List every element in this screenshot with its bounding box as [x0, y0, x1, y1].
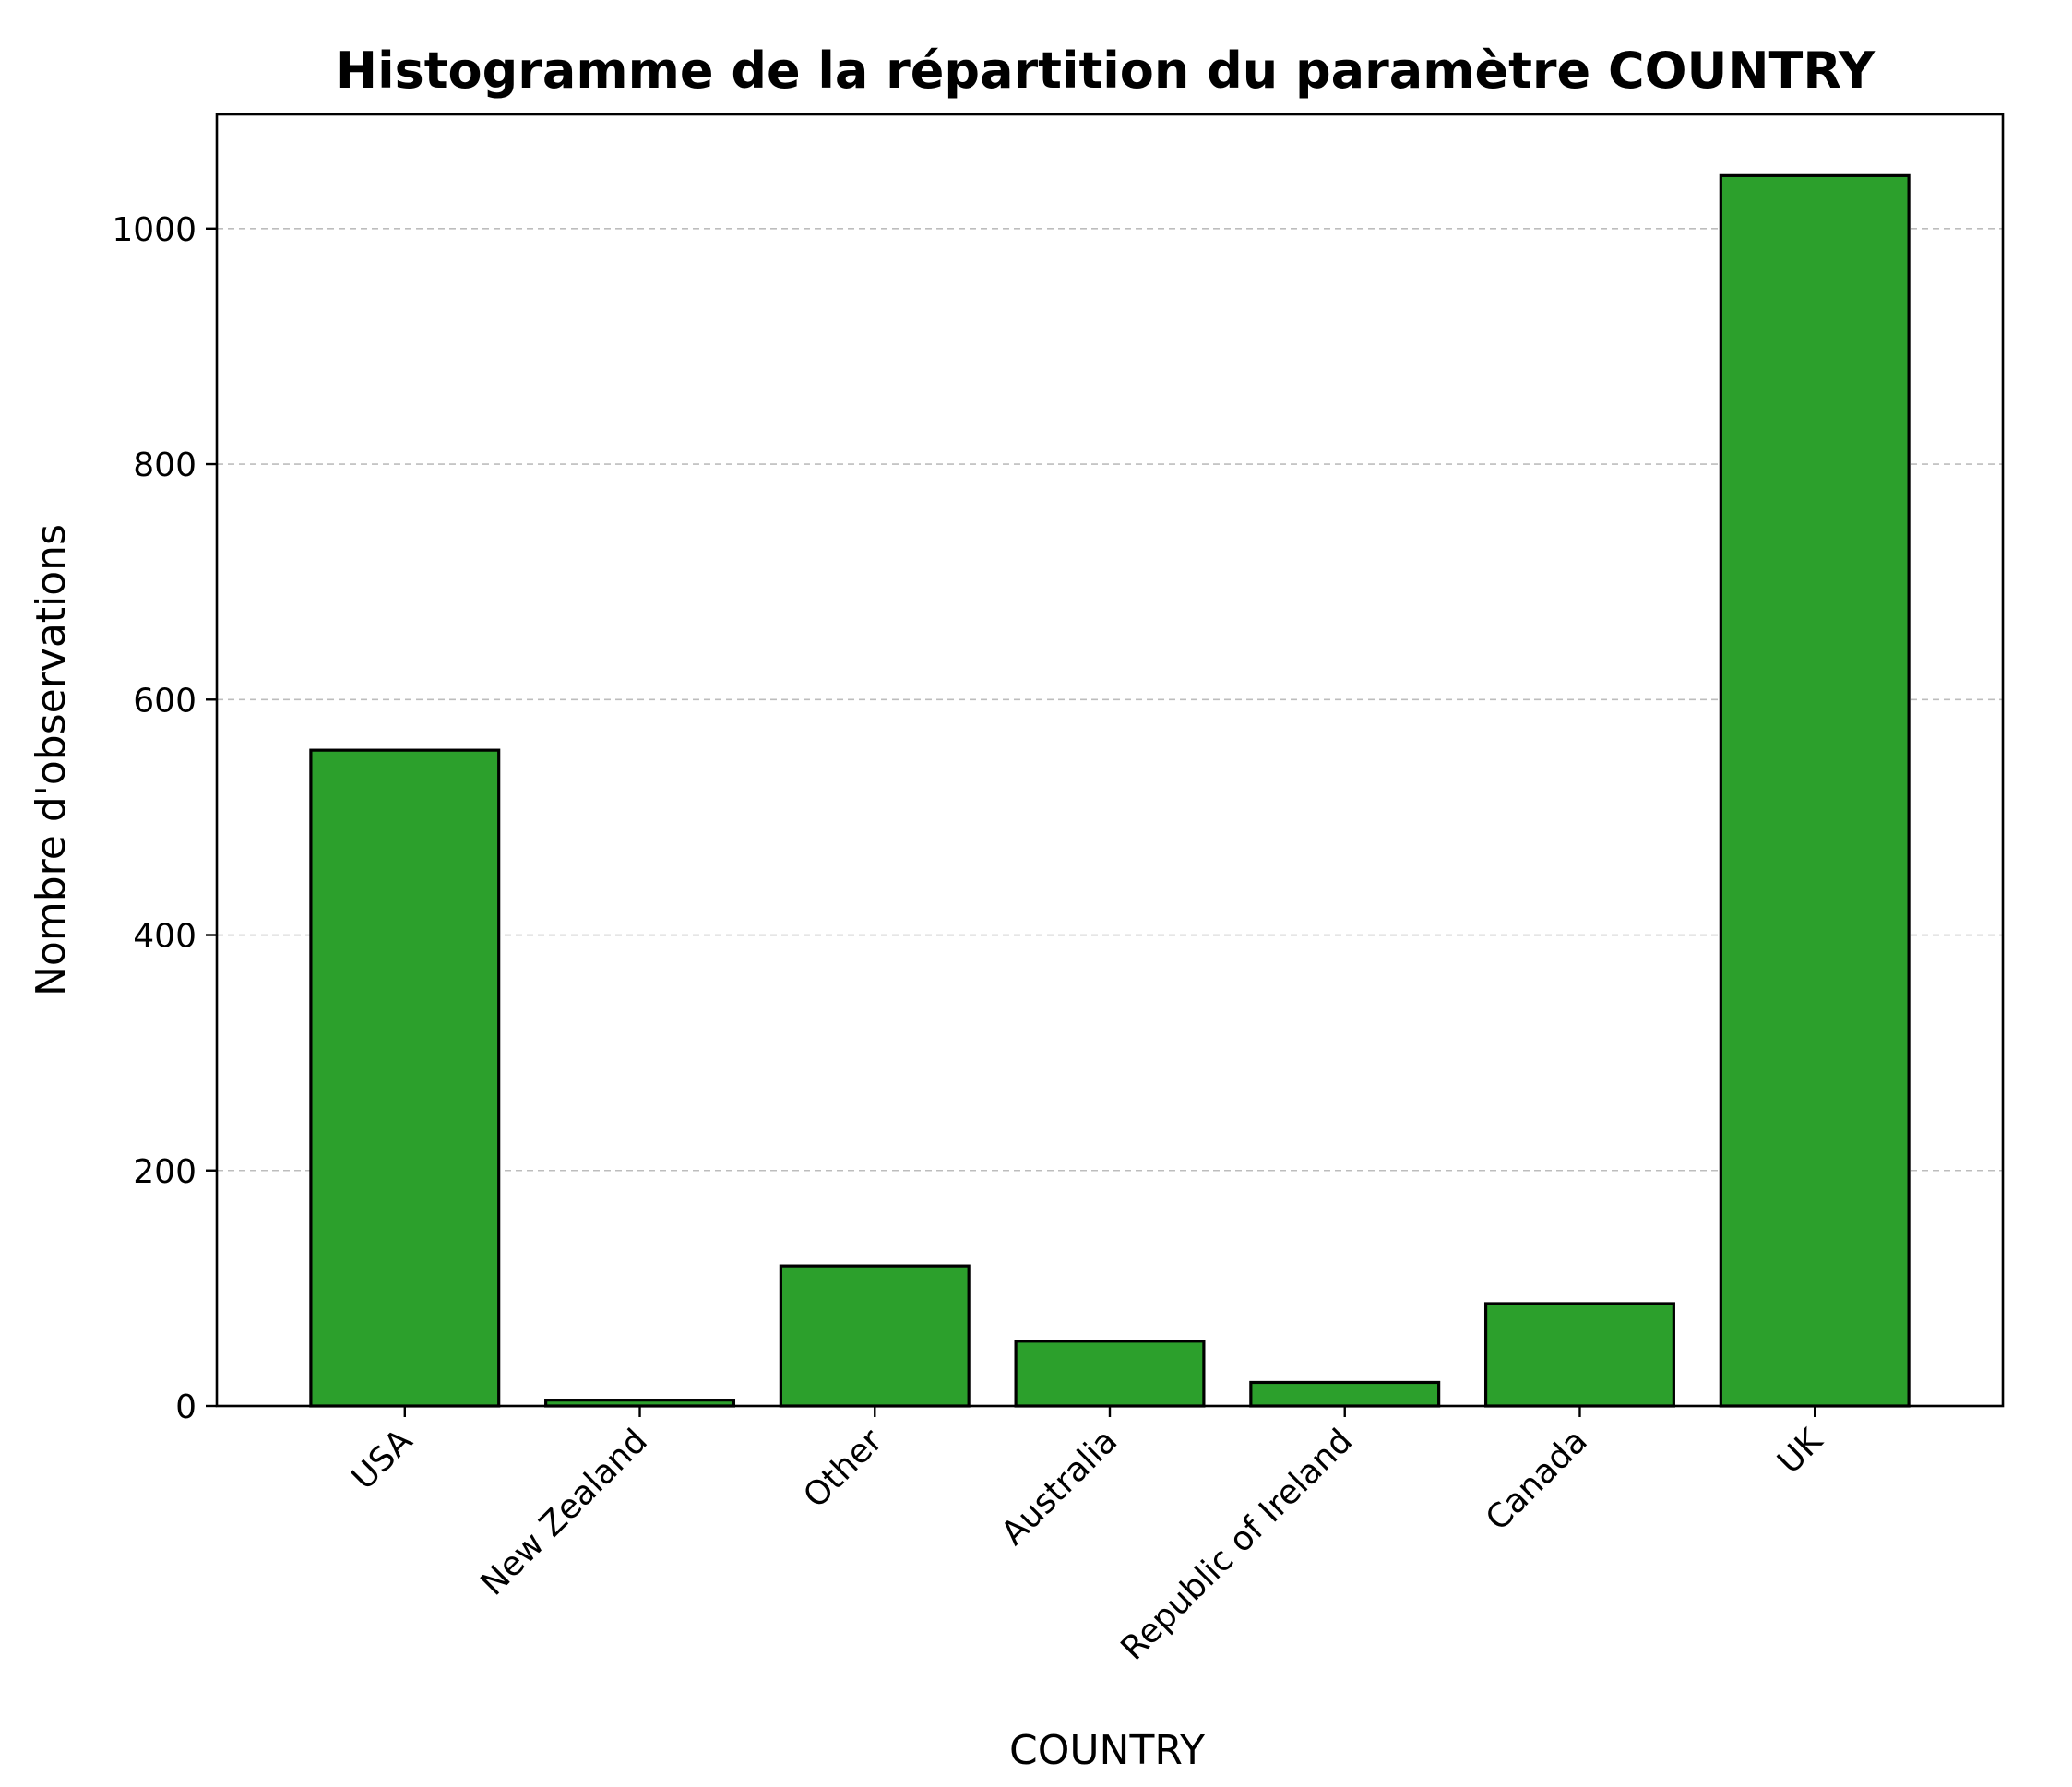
bars: [309, 173, 1911, 1408]
x-tick-label: Other: [796, 1422, 889, 1515]
x-tick-label: UK: [1770, 1421, 1830, 1481]
x-tick-label: Canada: [1479, 1422, 1595, 1538]
grid-lines: [217, 227, 2003, 1172]
y-axis-label: Nombre d'observations: [28, 524, 75, 996]
x-axis-label: COUNTRY: [1009, 1727, 1205, 1774]
x-tick-label: Australia: [994, 1422, 1125, 1553]
x-tick-label: New Zealand: [474, 1422, 655, 1602]
y-tick-label: 800: [133, 447, 196, 484]
y-tick-label: 0: [175, 1388, 196, 1426]
bar-other: [779, 1264, 971, 1408]
y-tick-label: 1000: [112, 211, 196, 249]
bar-australia: [1014, 1340, 1206, 1408]
bar-uk: [1719, 173, 1911, 1408]
y-tick-label: 600: [133, 682, 196, 720]
y-axis-ticks: 0 200 400 600 800 1000: [112, 211, 217, 1426]
x-tick-label: USA: [344, 1422, 420, 1497]
y-tick-label: 200: [133, 1153, 196, 1191]
bar-republic-of-ireland: [1249, 1380, 1441, 1408]
chart-title: Histogramme de la répartition du paramèt…: [336, 42, 1876, 100]
y-tick-label: 400: [133, 918, 196, 956]
bar-usa: [309, 748, 501, 1408]
bar-canada: [1483, 1302, 1675, 1408]
x-tick-label: Republic of Ireland: [1114, 1422, 1361, 1668]
